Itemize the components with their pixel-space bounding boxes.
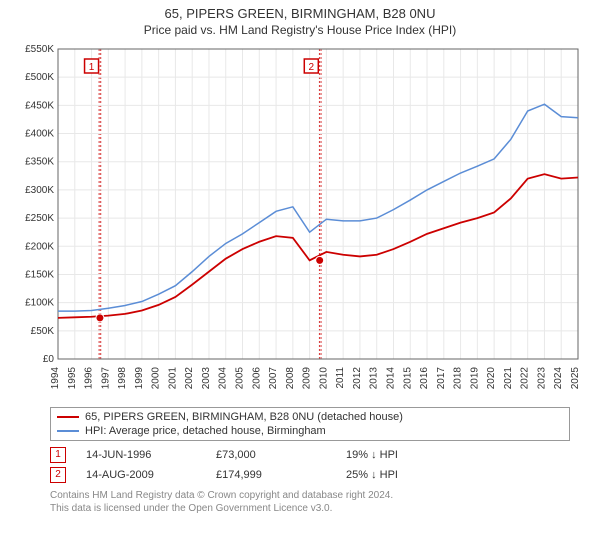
svg-text:2020: 2020	[486, 366, 497, 389]
svg-text:£450K: £450K	[25, 100, 54, 111]
svg-text:1998: 1998	[117, 366, 128, 389]
svg-text:2013: 2013	[369, 366, 380, 389]
annotation-marker: 1	[50, 447, 66, 463]
svg-text:2025: 2025	[570, 366, 581, 389]
svg-text:2002: 2002	[184, 366, 195, 389]
svg-text:2008: 2008	[285, 366, 296, 389]
price-chart: £0 £50K £100K £150K £200K £250K £300K £350K £400…	[10, 41, 590, 401]
svg-text:1995: 1995	[67, 366, 78, 389]
legend-swatch	[57, 430, 79, 432]
svg-text:£0: £0	[43, 354, 55, 365]
attribution-line: This data is licensed under the Open Gov…	[50, 502, 570, 515]
legend-label: HPI: Average price, detached house, Birm…	[85, 425, 326, 437]
svg-text:2007: 2007	[268, 366, 279, 389]
svg-text:2012: 2012	[352, 366, 363, 389]
annotation-price: £174,999	[216, 469, 346, 481]
svg-text:1: 1	[89, 62, 95, 73]
svg-text:£350K: £350K	[25, 157, 54, 168]
legend-swatch	[57, 416, 79, 418]
svg-text:£50K: £50K	[31, 326, 55, 337]
svg-text:1999: 1999	[134, 366, 145, 389]
svg-text:2006: 2006	[251, 366, 262, 389]
legend-item: 65, PIPERS GREEN, BIRMINGHAM, B28 0NU (d…	[57, 410, 563, 424]
svg-text:£300K: £300K	[25, 185, 54, 196]
svg-text:1996: 1996	[84, 366, 95, 389]
svg-text:1997: 1997	[100, 366, 111, 389]
svg-text:2: 2	[309, 62, 315, 73]
svg-text:2017: 2017	[436, 366, 447, 389]
svg-text:£550K: £550K	[25, 44, 54, 55]
svg-text:2022: 2022	[520, 366, 531, 389]
svg-text:£100K: £100K	[25, 298, 54, 309]
svg-text:2005: 2005	[235, 366, 246, 389]
annotation-table: 1 14-JUN-1996 £73,000 19% ↓ HPI 2 14-AUG…	[50, 445, 570, 485]
legend-item: HPI: Average price, detached house, Birm…	[57, 424, 563, 438]
svg-text:£150K: £150K	[25, 269, 54, 280]
annotation-delta: 19% ↓ HPI	[346, 449, 476, 461]
svg-text:2023: 2023	[536, 366, 547, 389]
attribution-line: Contains HM Land Registry data © Crown c…	[50, 489, 570, 502]
svg-text:2016: 2016	[419, 366, 430, 389]
svg-text:2024: 2024	[553, 366, 564, 389]
attribution: Contains HM Land Registry data © Crown c…	[50, 489, 570, 515]
svg-text:2014: 2014	[385, 366, 396, 389]
svg-text:2019: 2019	[469, 366, 480, 389]
svg-text:2018: 2018	[453, 366, 464, 389]
svg-text:2010: 2010	[318, 366, 329, 389]
svg-text:2021: 2021	[503, 366, 514, 389]
svg-text:2011: 2011	[335, 366, 346, 388]
chart-subtitle: Price paid vs. HM Land Registry's House …	[0, 23, 600, 41]
svg-text:1994: 1994	[50, 366, 61, 389]
svg-text:2001: 2001	[167, 366, 178, 389]
svg-text:2015: 2015	[402, 366, 413, 389]
legend-label: 65, PIPERS GREEN, BIRMINGHAM, B28 0NU (d…	[85, 411, 403, 423]
svg-text:2009: 2009	[302, 366, 313, 389]
annotation-price: £73,000	[216, 449, 346, 461]
svg-text:2000: 2000	[151, 366, 162, 389]
annotation-row: 2 14-AUG-2009 £174,999 25% ↓ HPI	[50, 465, 570, 485]
svg-text:£250K: £250K	[25, 213, 54, 224]
annotation-delta: 25% ↓ HPI	[346, 469, 476, 481]
legend: 65, PIPERS GREEN, BIRMINGHAM, B28 0NU (d…	[50, 407, 570, 441]
svg-text:2003: 2003	[201, 366, 212, 389]
svg-text:2004: 2004	[218, 366, 229, 389]
annotation-date: 14-JUN-1996	[86, 449, 216, 461]
chart-title: 65, PIPERS GREEN, BIRMINGHAM, B28 0NU	[0, 0, 600, 23]
svg-text:£200K: £200K	[25, 241, 54, 252]
annotation-marker: 2	[50, 467, 66, 483]
svg-text:£500K: £500K	[25, 72, 54, 83]
svg-text:£400K: £400K	[25, 128, 54, 139]
annotation-row: 1 14-JUN-1996 £73,000 19% ↓ HPI	[50, 445, 570, 465]
annotation-date: 14-AUG-2009	[86, 469, 216, 481]
